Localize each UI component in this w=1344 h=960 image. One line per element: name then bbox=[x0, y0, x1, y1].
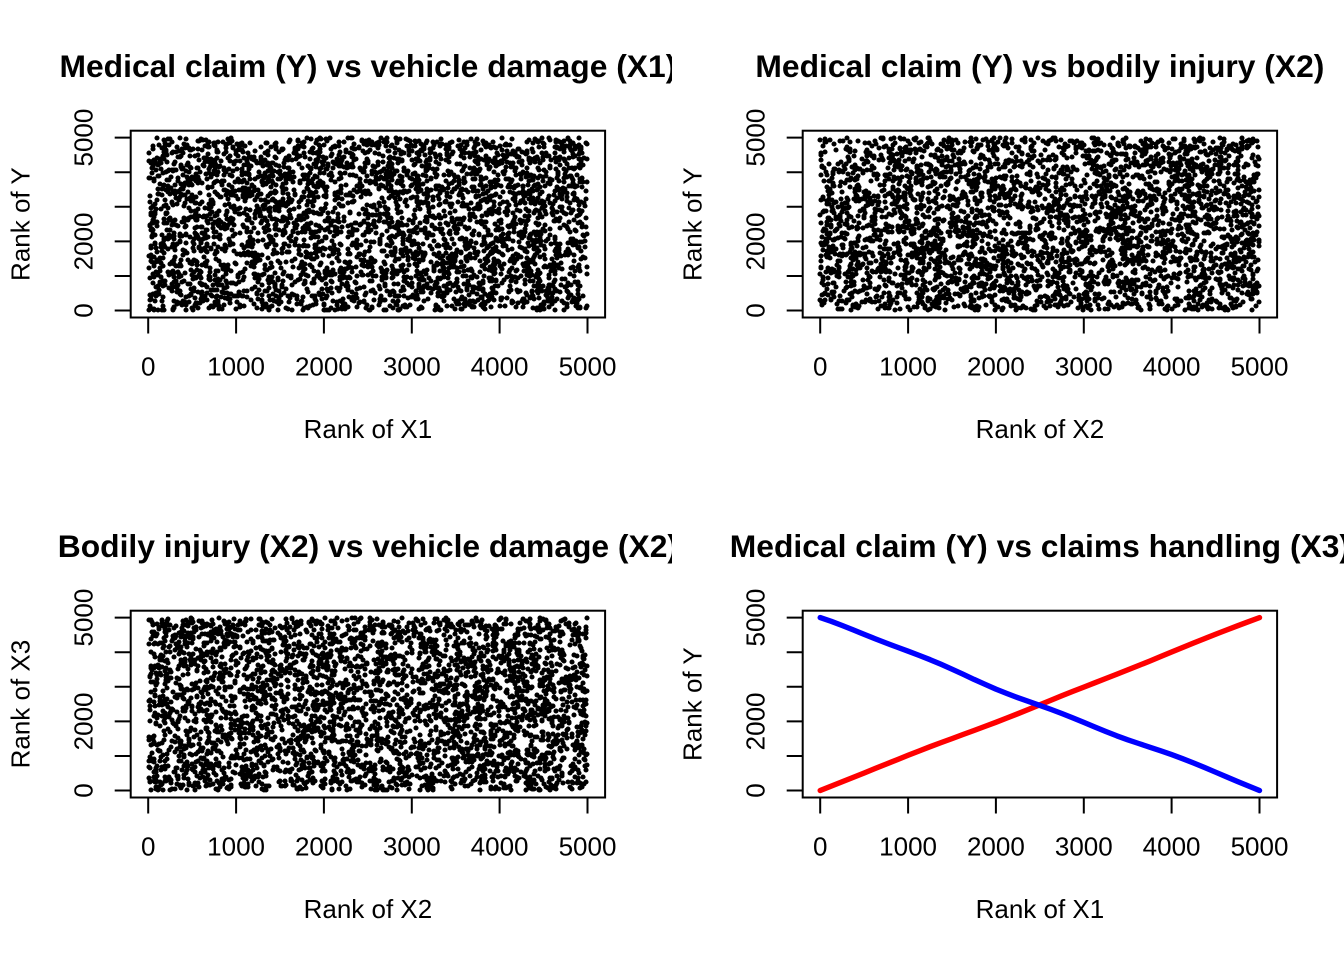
svg-text:1000: 1000 bbox=[879, 351, 937, 381]
svg-text:2000: 2000 bbox=[69, 212, 99, 270]
svg-text:0: 0 bbox=[141, 831, 155, 861]
svg-text:1000: 1000 bbox=[879, 831, 937, 861]
svg-text:4000: 4000 bbox=[471, 351, 529, 381]
svg-text:Rank of X1: Rank of X1 bbox=[304, 414, 433, 444]
svg-text:0: 0 bbox=[69, 303, 99, 317]
svg-text:Rank of X2: Rank of X2 bbox=[976, 414, 1105, 444]
svg-text:Rank of Y: Rank of Y bbox=[5, 167, 35, 281]
svg-text:2000: 2000 bbox=[295, 831, 353, 861]
svg-text:3000: 3000 bbox=[1055, 831, 1113, 861]
svg-text:4000: 4000 bbox=[1143, 831, 1201, 861]
svg-text:2000: 2000 bbox=[741, 212, 771, 270]
svg-text:5000: 5000 bbox=[69, 109, 99, 167]
svg-text:1000: 1000 bbox=[207, 351, 265, 381]
svg-text:2000: 2000 bbox=[741, 692, 771, 750]
svg-text:Rank of X2: Rank of X2 bbox=[304, 894, 433, 924]
svg-text:2000: 2000 bbox=[967, 831, 1025, 861]
svg-text:3000: 3000 bbox=[1055, 351, 1113, 381]
svg-text:5000: 5000 bbox=[1231, 351, 1289, 381]
svg-text:3000: 3000 bbox=[383, 831, 441, 861]
svg-text:Rank of X3: Rank of X3 bbox=[5, 640, 35, 769]
svg-text:2000: 2000 bbox=[967, 351, 1025, 381]
svg-text:Medical claim (Y) vs bodily in: Medical claim (Y) vs bodily injury (X2) bbox=[755, 48, 1324, 84]
svg-text:Medical claim (Y) vs claims ha: Medical claim (Y) vs claims handling (X3… bbox=[730, 528, 1344, 564]
svg-text:1000: 1000 bbox=[207, 831, 265, 861]
svg-text:5000: 5000 bbox=[741, 589, 771, 647]
svg-text:5000: 5000 bbox=[559, 831, 617, 861]
svg-text:0: 0 bbox=[813, 351, 827, 381]
svg-text:5000: 5000 bbox=[69, 589, 99, 647]
svg-text:2000: 2000 bbox=[69, 692, 99, 750]
svg-text:0: 0 bbox=[813, 831, 827, 861]
svg-text:Medical claim (Y) vs vehicle d: Medical claim (Y) vs vehicle damage (X1) bbox=[60, 48, 672, 84]
svg-text:Rank of Y: Rank of Y bbox=[677, 167, 707, 281]
svg-text:Rank of X1: Rank of X1 bbox=[976, 894, 1105, 924]
svg-text:0: 0 bbox=[741, 303, 771, 317]
svg-text:Bodily injury (X2) vs vehicle: Bodily injury (X2) vs vehicle damage (X2… bbox=[58, 528, 672, 564]
svg-text:Rank of Y: Rank of Y bbox=[677, 647, 707, 761]
svg-text:0: 0 bbox=[141, 351, 155, 381]
svg-text:4000: 4000 bbox=[1143, 351, 1201, 381]
svg-text:5000: 5000 bbox=[741, 109, 771, 167]
svg-text:4000: 4000 bbox=[471, 831, 529, 861]
svg-text:2000: 2000 bbox=[295, 351, 353, 381]
svg-text:5000: 5000 bbox=[1231, 831, 1289, 861]
svg-text:5000: 5000 bbox=[559, 351, 617, 381]
svg-text:0: 0 bbox=[69, 783, 99, 797]
svg-text:3000: 3000 bbox=[383, 351, 441, 381]
svg-text:0: 0 bbox=[741, 783, 771, 797]
